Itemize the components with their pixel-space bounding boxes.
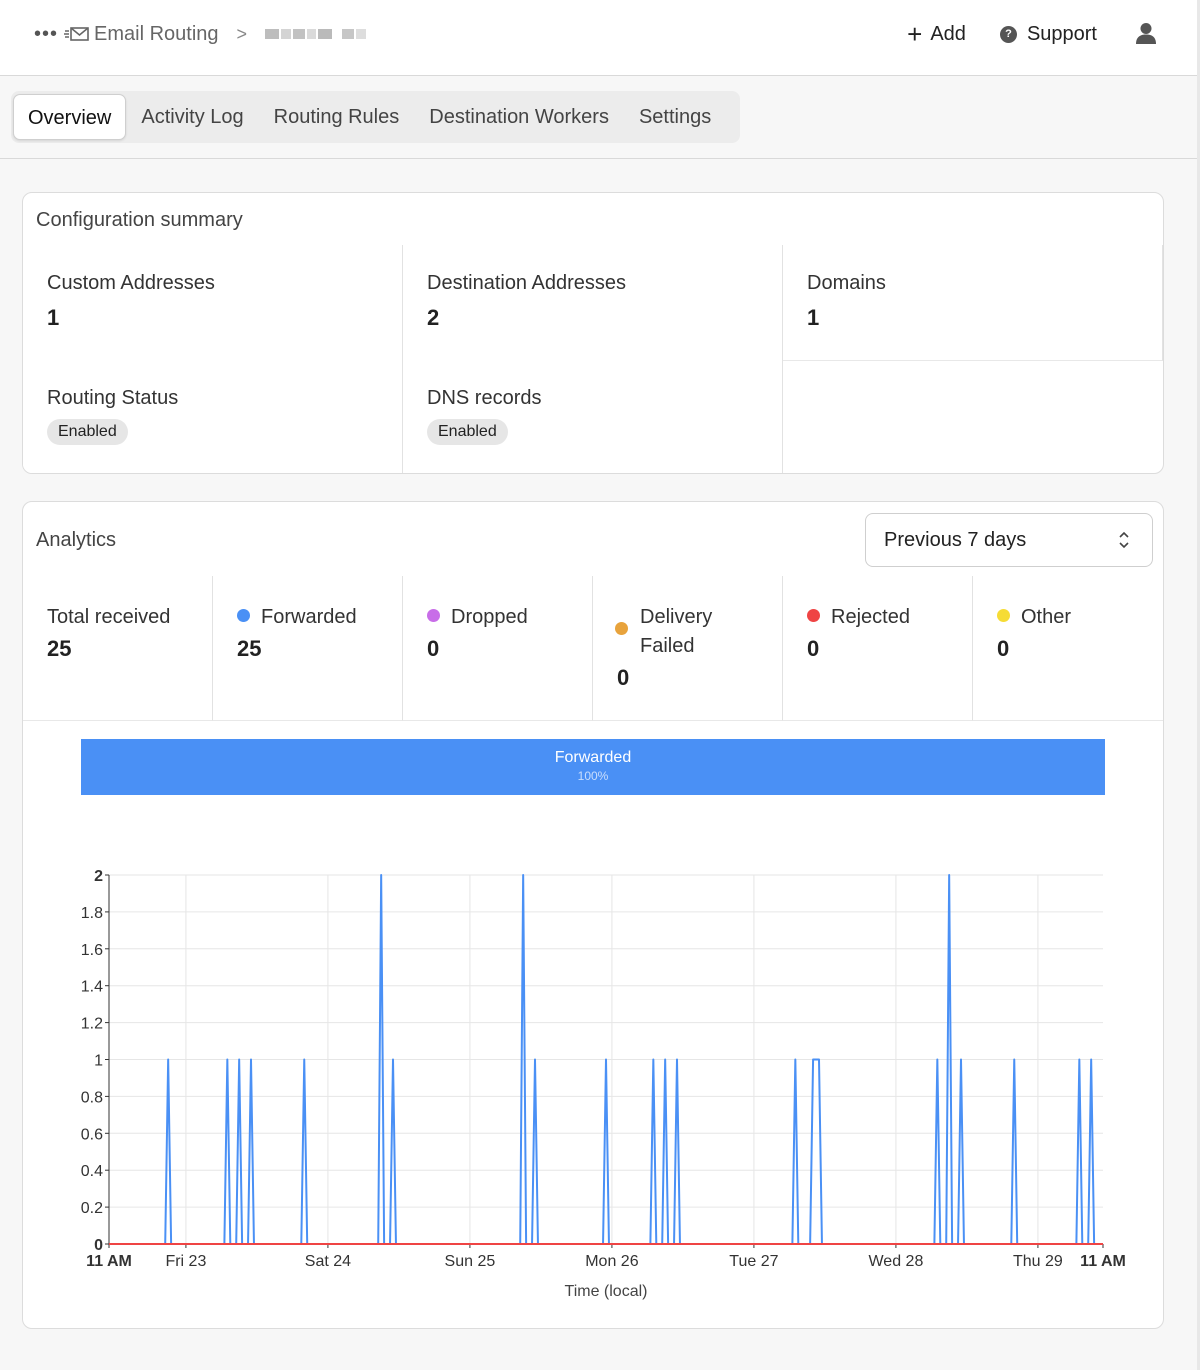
user-icon[interactable] [1135,22,1157,46]
x-tick-label: Sat 24 [305,1253,351,1270]
y-tick-label: 0.6 [81,1126,103,1143]
y-tick-label: 1.8 [81,905,103,922]
x-tick-label: 11 AM [1080,1253,1126,1270]
total-received-label: Total received [47,606,171,628]
domains-value: 1 [807,305,820,330]
analytics-title: Analytics [36,529,117,551]
delivery-failed-dot-icon [615,622,628,635]
routing-status-badge: Enabled [47,419,128,445]
custom-addresses-value: 1 [47,305,60,330]
x-tick-label: Thu 29 [1013,1253,1063,1270]
delivery-failed-label: Delivery Failed [640,603,712,661]
plus-icon: + [907,19,923,49]
dropped-label: Dropped [451,606,528,628]
custom-addresses-cell: Custom Addresses 1 [23,245,403,361]
support-label: Support [1026,22,1097,45]
x-tick-label: Wed 28 [868,1253,923,1270]
y-tick-label: 1 [94,1053,103,1070]
email-icon [64,27,89,41]
add-label: Add [930,22,966,45]
chevron-up-down-icon [1119,531,1129,549]
stat-delivery-failed: Delivery Failed 0 [593,576,783,721]
stat-other: Other 0 [973,576,1163,721]
stat-dropped: Dropped 0 [403,576,593,721]
dns-records-badge: Enabled [427,419,508,445]
rejected-dot-icon [807,609,820,622]
destination-addresses-label: Destination Addresses [427,272,627,294]
x-tick-label: Sun 25 [445,1253,496,1270]
dns-records-label: DNS records [427,387,542,409]
total-received-value: 25 [47,636,72,661]
dropped-dot-icon [427,609,440,622]
add-button[interactable]: + Add [907,19,966,49]
x-tick-label: Fri 23 [165,1253,206,1270]
domain-name-redacted[interactable] [265,29,367,39]
header-actions: + Add ? Support [873,20,1157,48]
stat-rejected: Rejected 0 [783,576,973,721]
y-tick-label: 1.6 [81,942,103,959]
y-tick-label: 0 [94,1237,103,1254]
routing-status-label: Routing Status [47,387,179,409]
tab-destination-workers[interactable]: Destination Workers [429,106,609,128]
proportion-bar-percent: 100% [577,769,609,783]
analytics-card: Analytics Previous 7 days Total received… [22,501,1164,1329]
emails-over-time-chart[interactable]: 0 0.2 0.4 0.6 0.8 1 1.2 1.4 1.6 1.8 2 11 AM Fri 23 Sa… [23,738,1164,1328]
delivery-failed-label-line1: Delivery [640,606,713,628]
configuration-summary-title: Configuration summary [36,209,243,231]
destination-addresses-value: 2 [427,305,440,330]
destination-addresses-cell: Destination Addresses 2 [403,245,783,361]
delivery-failed-value: 0 [617,665,630,690]
configuration-summary-card: Configuration summary Custom Addresses 1… [22,192,1164,474]
x-tick-label: Tue 27 [729,1253,778,1270]
time-range-value: Previous 7 days [884,529,1027,551]
x-tick-label: Mon 26 [585,1253,638,1270]
rejected-value: 0 [807,636,820,661]
more-icon[interactable]: ••• [34,27,59,41]
x-axis-label: Time (local) [565,1283,648,1300]
y-tick-label: 1.4 [81,979,103,996]
time-range-select[interactable]: Previous 7 days [865,513,1153,567]
routing-status-cell: Routing Status Enabled [23,360,403,473]
dns-records-cell: DNS records Enabled [403,360,783,473]
domains-label: Domains [807,272,886,294]
stat-forwarded: Forwarded 25 [213,576,403,721]
y-tick-label: 0.2 [81,1200,103,1217]
tab-strip: Overview Activity Log Routing Rules Dest… [0,76,1197,159]
top-bar: ••• Email Routing > + Add ? Support [0,0,1197,76]
custom-addresses-label: Custom Addresses [47,272,215,294]
breadcrumb-email-routing[interactable]: Email Routing [94,22,219,45]
window-edge [1197,0,1200,1370]
other-value: 0 [997,636,1010,661]
y-tick-label: 0.8 [81,1089,103,1106]
domains-cell: Domains 1 [783,245,1163,361]
tab-settings[interactable]: Settings [638,106,712,128]
forwarded-value: 25 [237,636,262,661]
proportion-bar-label: Forwarded [554,749,632,766]
y-tick-label: 1.2 [81,1016,103,1033]
other-label: Other [1021,606,1072,628]
tab-routing-rules[interactable]: Routing Rules [273,106,400,128]
y-tick-label: 2 [94,868,103,885]
forwarded-proportion-bar[interactable]: Forwarded 100% [81,739,1105,795]
series-line-forwarded [109,874,1103,1245]
other-dot-icon [997,609,1010,622]
forwarded-dot-icon [237,609,250,622]
support-button[interactable]: ? Support [999,22,1097,46]
breadcrumb: ••• Email Routing > [34,20,367,48]
chevron-right-icon: > [236,23,248,44]
rejected-label: Rejected [831,606,910,628]
tab-list: Overview Activity Log Routing Rules Dest… [11,91,741,143]
forwarded-label: Forwarded [261,606,357,628]
delivery-failed-label-line2: Failed [640,635,695,657]
stat-total-received: Total received 25 [23,576,213,721]
dropped-value: 0 [427,636,440,661]
help-icon: ? [999,25,1017,43]
tab-overview[interactable]: Overview [13,94,127,140]
x-tick-label: 11 AM [86,1253,132,1270]
y-tick-label: 0.4 [81,1163,103,1180]
tab-activity-log[interactable]: Activity Log [141,106,244,128]
